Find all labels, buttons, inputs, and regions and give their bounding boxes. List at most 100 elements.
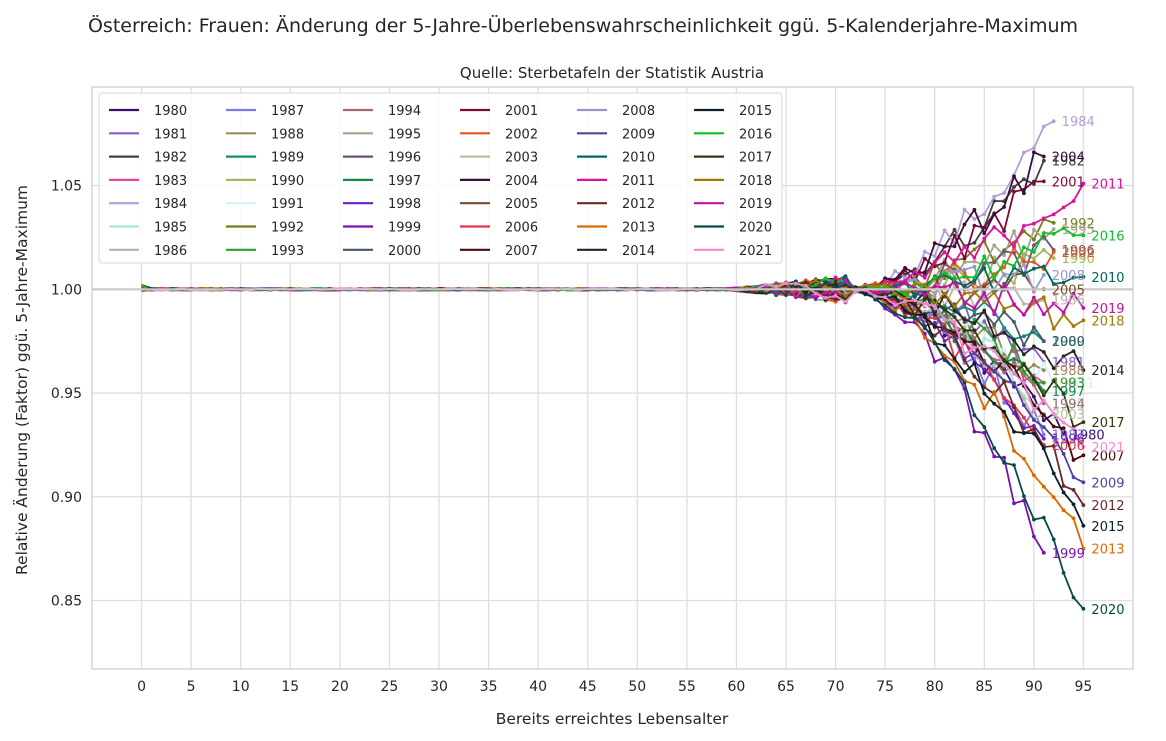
data-point: [932, 340, 937, 345]
data-point: [1032, 473, 1036, 478]
data-point: [942, 228, 947, 233]
data-point: [1012, 405, 1016, 410]
data-point: [942, 307, 947, 312]
legend-label: 2019: [739, 197, 772, 212]
data-point: [784, 281, 788, 286]
data-point: [1002, 253, 1006, 258]
y-tick-label: 0.95: [51, 386, 82, 402]
data-point: [972, 306, 977, 310]
data-point: [1041, 272, 1046, 277]
data-point: [922, 249, 927, 254]
data-point: [932, 304, 937, 308]
data-point: [1022, 403, 1026, 408]
data-point: [932, 294, 937, 299]
data-point: [1061, 451, 1066, 456]
data-point: [1002, 233, 1006, 238]
data-point: [962, 300, 967, 304]
data-point: [883, 276, 887, 281]
legend-label: 2001: [505, 104, 538, 119]
data-point: [932, 312, 937, 317]
legend-label: 2010: [622, 151, 655, 166]
data-point: [1041, 179, 1046, 184]
legend-label: 1984: [154, 197, 187, 212]
data-point: [1022, 229, 1026, 234]
end-label-1982: 1982: [1052, 155, 1085, 170]
data-point: [1071, 324, 1076, 328]
data-point: [962, 339, 967, 344]
data-point: [903, 315, 907, 320]
data-point: [1061, 226, 1066, 231]
data-point: [1051, 326, 1056, 331]
legend-label: 2007: [505, 244, 538, 259]
data-point: [1071, 475, 1076, 480]
x-tick-label: 70: [827, 679, 845, 695]
data-point: [962, 244, 967, 249]
data-point: [962, 270, 967, 275]
data-point: [1012, 371, 1016, 376]
data-point: [1081, 233, 1086, 238]
data-point: [962, 328, 967, 333]
data-point: [774, 284, 778, 289]
data-point: [942, 358, 947, 362]
data-point: [1041, 264, 1046, 269]
end-label-2019: 2019: [1091, 302, 1124, 317]
data-point: [982, 300, 987, 304]
data-point: [1071, 595, 1076, 600]
y-tick-label: 1.00: [51, 282, 82, 298]
legend-label: 2000: [388, 244, 421, 259]
data-point: [893, 303, 897, 307]
data-point: [992, 312, 997, 317]
legend-label: 2002: [505, 127, 538, 142]
end-label-1984: 1984: [1062, 115, 1095, 130]
x-tick-label: 95: [1075, 679, 1093, 695]
data-point: [962, 260, 967, 265]
data-point: [992, 194, 997, 199]
data-point: [1032, 344, 1036, 349]
end-label-2020: 2020: [1091, 603, 1124, 618]
data-point: [982, 326, 987, 331]
end-label-1988: 1988: [1052, 364, 1085, 379]
data-point: [932, 333, 937, 338]
data-point: [1022, 312, 1026, 317]
end-label-2006: 2006: [1052, 439, 1085, 454]
data-point: [1071, 488, 1076, 492]
data-point: [922, 301, 927, 306]
data-point: [952, 308, 957, 313]
legend-label: 1983: [154, 174, 187, 189]
data-point: [942, 282, 947, 287]
data-point: [942, 322, 947, 327]
legend-label: 2011: [622, 174, 655, 189]
data-point: [982, 212, 987, 217]
data-point: [932, 260, 937, 265]
data-point: [1051, 366, 1056, 371]
legend-label: 1999: [388, 221, 421, 236]
data-point: [883, 306, 887, 311]
data-point: [1002, 401, 1006, 405]
data-point: [833, 297, 838, 302]
data-point: [1081, 181, 1086, 186]
data-point: [1022, 352, 1026, 357]
data-point: [1032, 427, 1036, 431]
data-point: [1032, 256, 1036, 261]
data-point: [972, 264, 977, 269]
data-point: [1032, 534, 1036, 539]
data-point: [942, 244, 947, 249]
data-point: [942, 328, 947, 333]
end-label-2000: 2000: [1052, 335, 1085, 350]
data-point: [1032, 363, 1036, 367]
data-point: [942, 276, 947, 281]
data-point: [1002, 380, 1006, 384]
data-point: [1002, 414, 1006, 419]
data-point: [1032, 150, 1036, 155]
data-point: [932, 359, 937, 364]
data-point: [982, 430, 987, 435]
data-point: [1051, 250, 1056, 254]
data-point: [922, 283, 927, 287]
data-point: [1051, 424, 1056, 429]
data-point: [992, 401, 997, 406]
data-point: [1032, 227, 1036, 232]
data-point: [1032, 325, 1036, 330]
legend-box: [98, 92, 783, 264]
legend-label: 1991: [271, 197, 304, 212]
